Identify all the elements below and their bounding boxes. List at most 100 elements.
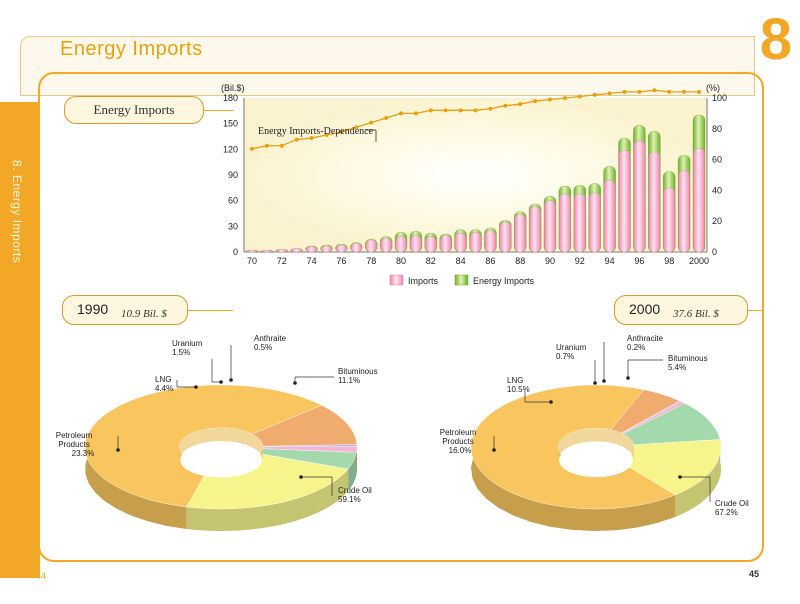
bar-imports-1970 (246, 250, 258, 253)
bar-imports-1984 (454, 232, 467, 253)
x-tick: 84 (456, 256, 466, 266)
svg-text:1.5%: 1.5% (172, 348, 190, 357)
dependence-point-1990 (548, 97, 552, 102)
bar-imports-1994 (603, 179, 616, 253)
year-2000-title: 2000 (629, 301, 661, 317)
bar-imports-1972 (276, 249, 288, 253)
bar-imports-1981 (410, 235, 422, 253)
y-right-tick: 100 (712, 93, 727, 103)
dependence-point-1970 (250, 146, 254, 151)
year-1990-total: 10.9 Bil. $ (121, 308, 167, 320)
dependence-point-1974 (309, 136, 314, 141)
content-frame (38, 72, 764, 562)
bar-imports-1997 (648, 151, 660, 253)
dependence-point-2000 (697, 89, 701, 94)
bar-imports-1996 (633, 140, 646, 253)
svg-text:67.2%: 67.2% (715, 508, 738, 517)
x-tick: 2000 (689, 256, 709, 266)
bar-imports-1993 (589, 192, 601, 253)
y-right-tick: 80 (712, 124, 722, 134)
bar-imports-1992 (574, 193, 586, 253)
svg-text:Uranium: Uranium (556, 343, 587, 352)
legend-swatch-energy-imports (454, 274, 469, 286)
y-left-tick: 90 (228, 170, 238, 180)
y-left-tick: 180 (223, 93, 238, 103)
x-tick: 88 (515, 256, 525, 266)
bar-imports-1988 (514, 214, 526, 253)
dependence-point-1977 (354, 125, 359, 130)
year-label-2000: 2000 37.6 Bil. $ (614, 295, 748, 325)
donut-hole-center (180, 442, 262, 478)
svg-text:10.5%: 10.5% (507, 385, 530, 394)
svg-text:5.4%: 5.4% (668, 363, 686, 372)
bar-imports-1995 (618, 149, 631, 253)
x-tick: 72 (277, 256, 287, 266)
year-2000-total: 37.6 Bil. $ (673, 308, 719, 320)
donut-side-crude-oil (471, 385, 676, 531)
legend-energy-imports: Energy Imports (473, 276, 535, 286)
y-axis-right-label: (%) (706, 83, 720, 93)
dependence-point-1992 (577, 94, 582, 99)
bar-imports-1990 (544, 200, 556, 253)
bar-imports-2000 (693, 148, 705, 253)
year-1990-title: 1990 (77, 301, 109, 317)
bar-imports-1977 (350, 243, 362, 253)
dependence-point-1983 (443, 108, 448, 113)
svg-text:Crude Oil: Crude Oil (715, 499, 749, 508)
dependence-point-1995 (622, 89, 627, 94)
svg-text:4.4%: 4.4% (155, 384, 173, 393)
y-right-tick: 0 (712, 247, 717, 257)
dependence-point-1996 (637, 89, 642, 94)
x-tick: 80 (396, 256, 406, 266)
y-right-tick: 40 (712, 185, 722, 195)
svg-text:0.2%: 0.2% (627, 343, 645, 352)
svg-text:Anthracite: Anthracite (627, 334, 664, 343)
dependence-point-1973 (294, 137, 299, 142)
bar-imports-1983 (440, 235, 452, 253)
dependence-point-1987 (503, 103, 508, 108)
donut-hole-wall (558, 428, 634, 461)
bar-imports-1987 (499, 221, 511, 253)
bar-imports-1991 (559, 193, 571, 253)
dependence-annotation: Energy Imports-Dependence (258, 126, 377, 142)
svg-text:LNG: LNG (155, 375, 171, 384)
section-leader-line (204, 110, 234, 111)
donut-side-lng (348, 452, 357, 491)
leader-line-1990 (188, 310, 233, 311)
bar-imports-1976 (335, 244, 348, 253)
section-label: Energy Imports (64, 96, 204, 124)
x-tick: 90 (545, 256, 555, 266)
bar-imports-1975 (320, 245, 333, 253)
y-right-tick: 60 (712, 155, 722, 165)
dependence-point-1997 (652, 88, 657, 93)
svg-text:11.1%: 11.1% (338, 376, 360, 385)
y-left-tick: 0 (233, 247, 238, 257)
dependence-point-1989 (533, 99, 538, 104)
y-left-tick: 30 (228, 221, 238, 231)
x-tick: 74 (307, 256, 317, 266)
svg-text:Products: Products (58, 440, 90, 449)
svg-text:16.0%: 16.0% (449, 446, 472, 455)
sidebar-label: 8. Energy Imports (10, 160, 24, 264)
dependence-point-1979 (384, 116, 389, 121)
y-left-tick: 120 (223, 144, 238, 154)
legend-imports: Imports (408, 276, 439, 286)
svg-text:LNG: LNG (507, 376, 523, 385)
dependence-point-1972 (279, 143, 284, 148)
svg-text:Anthraite: Anthraite (254, 334, 287, 343)
svg-text:Crude Oil: Crude Oil (338, 486, 372, 495)
dependence-label: Energy Imports-Dependence (258, 126, 374, 137)
chapter-number: 8 (759, 7, 792, 72)
